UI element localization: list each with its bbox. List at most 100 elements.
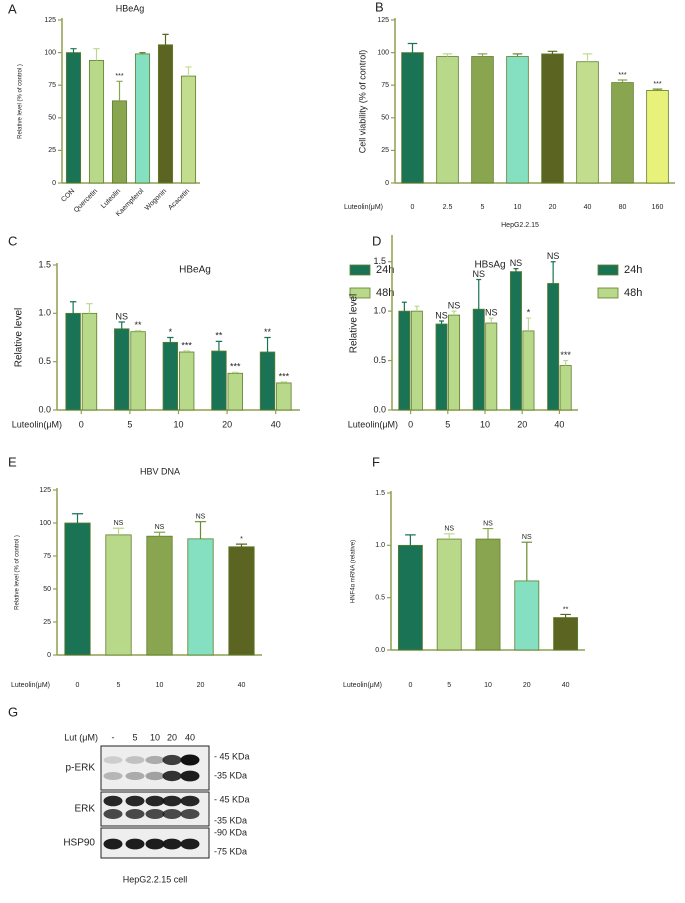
bar: [259, 351, 276, 411]
band: [145, 771, 165, 781]
x-tick-label: 0: [76, 682, 80, 689]
band: [103, 809, 123, 819]
row-label: HSP90: [63, 838, 95, 849]
bar: [611, 82, 634, 184]
band: [145, 838, 165, 850]
marker-label: - 45 KDa: [214, 794, 250, 804]
significance-label: **: [264, 327, 272, 337]
y-tick-label: 125: [39, 487, 51, 494]
marker-label: -35 KDa: [214, 815, 247, 825]
significance-label: NS: [444, 526, 454, 533]
error-bar: [451, 310, 457, 316]
error-bar: [194, 521, 207, 539]
bar: [180, 75, 197, 184]
y-axis-label: Relative level: [349, 294, 360, 353]
significance-label: NS: [115, 311, 128, 321]
bar: [436, 538, 462, 651]
legend-label: 48h: [624, 287, 642, 299]
bar: [130, 331, 146, 411]
panel-label: A: [8, 1, 17, 16]
legend-swatch: [349, 264, 371, 276]
bar: [410, 310, 423, 411]
bar: [65, 312, 81, 411]
y-axis-label: Relative level: [14, 308, 25, 367]
x-tick-label: 0: [408, 419, 413, 429]
error-bar: [407, 42, 418, 53]
marker-label: -35 KDa: [214, 770, 247, 780]
y-tick-label: 1.5: [373, 256, 386, 266]
significance-label: NS: [435, 310, 448, 320]
y-tick-label: 100: [39, 520, 51, 527]
panel-label: B: [375, 0, 384, 14]
x-tick-label: 80: [619, 204, 627, 211]
x-tick-label: 0: [79, 419, 84, 429]
y-axis-label: Cell viability (% of control): [357, 50, 367, 154]
bar: [547, 283, 560, 411]
bar: [398, 310, 411, 411]
band: [180, 795, 200, 807]
x-tick-label: 0: [411, 204, 415, 211]
y-tick-label: 25: [43, 619, 51, 626]
significance-label: ***: [181, 340, 192, 350]
y-tick-label: 0: [47, 652, 51, 659]
bar: [64, 522, 91, 656]
x-tick-label: 10: [514, 204, 522, 211]
x-tick-label: Acacetin: [167, 188, 191, 212]
bar: [111, 100, 128, 184]
band: [145, 755, 165, 765]
error-bar: [116, 80, 123, 101]
error-bar: [162, 33, 169, 45]
x-axis-label: Luteolin(μM): [343, 682, 382, 689]
significance-label: NS: [155, 524, 165, 531]
error-bar: [185, 66, 192, 77]
bar: [88, 60, 105, 184]
error-bar: [153, 531, 166, 537]
x-tick-label: 20: [517, 419, 527, 429]
x-tick-label: 2.5: [443, 204, 453, 211]
row-label: p-ERK: [66, 763, 96, 774]
lane-label: 40: [185, 732, 195, 742]
band: [103, 772, 123, 780]
error-bar: [232, 371, 239, 374]
error-bar: [512, 53, 523, 57]
row-label: ERK: [74, 804, 95, 815]
error-bar: [215, 340, 223, 352]
error-bar: [134, 330, 142, 332]
bar: [157, 44, 174, 184]
error-bar: [547, 50, 558, 54]
legend-swatch: [597, 287, 619, 299]
error-bar: [617, 79, 628, 83]
x-tick-label: 0: [408, 682, 412, 689]
band: [125, 771, 145, 781]
band: [162, 795, 182, 807]
bar: [162, 341, 179, 411]
bar: [485, 322, 498, 411]
band: [125, 809, 145, 819]
error-bar: [563, 359, 569, 366]
marker-label: -90 KDa: [214, 827, 247, 837]
lane-label: 10: [150, 732, 160, 742]
y-axis-label: Relative level (% of control ): [18, 64, 24, 139]
bar: [576, 61, 599, 184]
x-axis-label: Luteolin(μM): [12, 419, 62, 429]
error-bar: [69, 301, 77, 314]
band: [125, 756, 145, 764]
bar: [211, 350, 227, 411]
blot-box: [100, 745, 210, 791]
x-tick-label: 20: [222, 419, 232, 429]
legend-label: 24h: [376, 264, 394, 276]
bar: [134, 53, 151, 184]
x-tick-label: 10: [156, 682, 164, 689]
bar: [114, 328, 130, 411]
x-tick-label: Wogonin: [144, 188, 168, 212]
y-tick-label: 0.0: [38, 404, 51, 414]
band: [162, 809, 182, 819]
band: [162, 770, 182, 782]
lane-label: -: [112, 732, 115, 742]
marker-label: - 45 KDa: [214, 751, 250, 761]
chart-title: HBsAg: [474, 260, 505, 271]
bar: [522, 330, 535, 411]
significance-label: ***: [230, 362, 241, 372]
significance-label: ***: [653, 81, 661, 88]
x-tick-label: Luteolin: [100, 188, 122, 210]
